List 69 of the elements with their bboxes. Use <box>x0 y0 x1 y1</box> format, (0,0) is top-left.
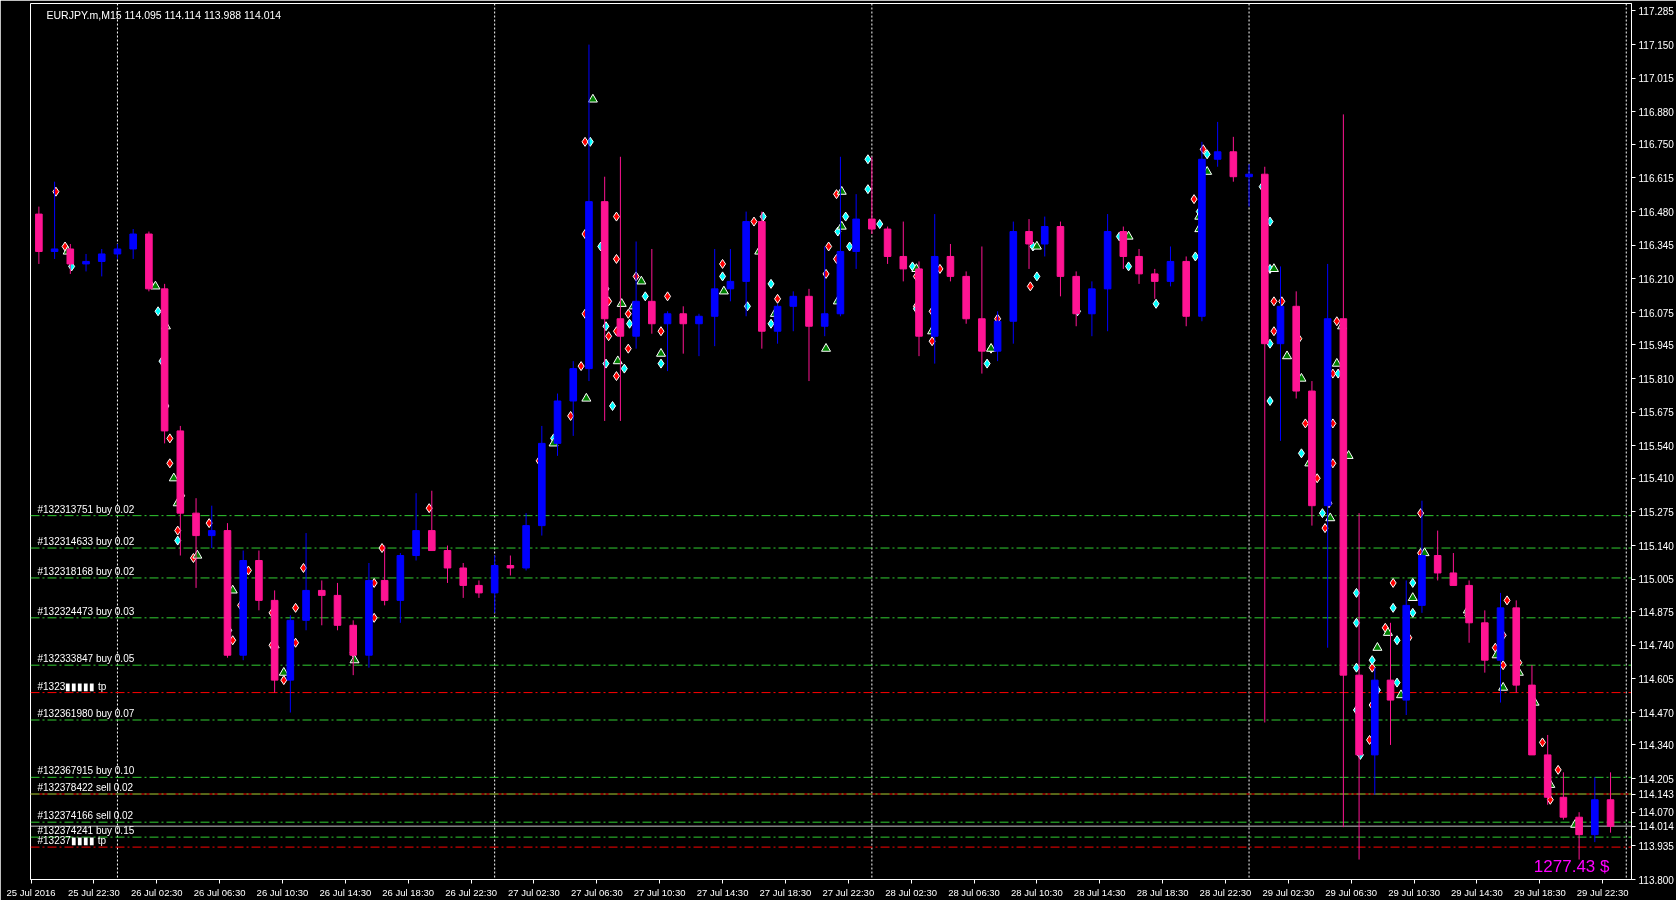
x-tick-label: 27 Jul 10:30 <box>633 886 686 898</box>
y-tick-label: 116.075 <box>1638 307 1675 319</box>
ref-line-label: #132314633 buy 0.02 <box>37 536 135 548</box>
x-tick-label: 28 Jul 22:30 <box>1199 886 1252 898</box>
annotation: 1277.43 $ <box>1533 856 1611 876</box>
x-tick-label: 29 Jul 02:30 <box>1262 886 1315 898</box>
ref-line-label: 114.014 <box>1638 821 1675 833</box>
y-tick-label: 116.615 <box>1638 172 1675 184</box>
x-tick-label: 25 Jul 2016 <box>6 886 56 898</box>
x-tick-label: 28 Jul 02:30 <box>885 886 938 898</box>
ref-line-label: #132361980 buy 0.07 <box>37 708 135 719</box>
y-tick-label: 115.275 <box>1638 506 1675 518</box>
y-tick-label: 116.750 <box>1638 139 1675 151</box>
x-tick-label: 29 Jul 22:30 <box>1576 886 1629 898</box>
ref-line-label: #132378422 sell 0.02 <box>37 782 134 794</box>
y-tick-label: 116.210 <box>1638 273 1675 285</box>
ref-line-label: #132333847 buy 0.05 <box>37 653 135 665</box>
x-tick-label: 28 Jul 06:30 <box>948 886 1000 898</box>
x-tick-label: 29 Jul 14:30 <box>1451 886 1503 898</box>
x-tick-label: 26 Jul 18:30 <box>382 886 435 898</box>
y-tick-label: 117.285 <box>1638 5 1675 17</box>
x-tick-label: 28 Jul 18:30 <box>1136 886 1189 898</box>
y-tick-label: 115.810 <box>1638 373 1675 385</box>
y-tick-label: 116.880 <box>1638 106 1675 118</box>
y-tick-label: 114.070 <box>1638 807 1675 819</box>
ref-line-label: #132374166 sell 0.02 <box>37 810 134 822</box>
ref-line-label: 114.143 <box>1638 789 1675 801</box>
y-tick-label: 116.345 <box>1638 240 1675 252</box>
ref-line-label: #13237▮▮▮▮ tp <box>37 835 107 847</box>
y-tick-label: 114.205 <box>1638 773 1675 785</box>
text: EURJPY.m,M15 114.095 114.114 113.988 114.014 <box>46 8 282 21</box>
ref-line-label: #132313751 buy 0.02 <box>37 503 135 515</box>
y-tick-label: 114.340 <box>1638 739 1675 751</box>
x-tick-label: 25 Jul 22:30 <box>68 886 120 898</box>
x-tick-label: 28 Jul 14:30 <box>1073 886 1126 898</box>
x-tick-label: 26 Jul 06:30 <box>193 886 246 898</box>
y-tick-label: 115.140 <box>1638 540 1675 552</box>
ref-line-label: #132367915 buy 0.10 <box>37 765 135 777</box>
x-tick-label: 28 Jul 10:30 <box>1011 886 1063 898</box>
ref-line-label: #132324473 buy 0.03 <box>37 605 135 617</box>
y-tick-label: 116.480 <box>1638 206 1675 218</box>
x-tick-label: 26 Jul 02:30 <box>130 886 183 898</box>
y-tick-label: 115.675 <box>1638 407 1675 419</box>
x-tick-label: 29 Jul 06:30 <box>1325 886 1378 898</box>
ref-line-label: #132374241 buy 0.15 <box>37 825 135 837</box>
ref-line-label: #132318168 buy 0.02 <box>37 565 135 577</box>
x-tick-label: 27 Jul 18:30 <box>759 886 812 898</box>
y-tick-label: 117.150 <box>1638 39 1675 51</box>
y-tick-label: 113.800 <box>1638 874 1675 886</box>
y-tick-label: 115.005 <box>1638 574 1675 586</box>
x-tick-label: 26 Jul 14:30 <box>319 886 372 898</box>
x-tick-label: 29 Jul 18:30 <box>1513 886 1566 898</box>
y-tick-label: 115.540 <box>1638 440 1675 452</box>
y-tick-label: 114.740 <box>1638 640 1675 652</box>
y-tick-label: 117.015 <box>1638 73 1675 85</box>
y-tick-label: 113.935 <box>1638 840 1675 852</box>
x-tick-label: 27 Jul 22:30 <box>822 886 875 898</box>
y-tick-label: 114.470 <box>1638 707 1675 719</box>
y-tick-label: 115.410 <box>1638 473 1675 485</box>
y-tick-label: 115.945 <box>1638 339 1675 351</box>
x-tick-label: 29 Jul 10:30 <box>1388 886 1440 898</box>
y-tick-label: 114.605 <box>1638 673 1675 685</box>
ref-line-label: #1323▮▮▮▮▮ tp <box>37 680 107 692</box>
x-tick-label: 27 Jul 02:30 <box>508 886 560 898</box>
x-tick-label: 27 Jul 14:30 <box>696 886 749 898</box>
y-tick-label: 114.875 <box>1638 606 1675 618</box>
x-tick-label: 26 Jul 22:30 <box>445 886 497 898</box>
x-tick-label: 27 Jul 06:30 <box>570 886 623 898</box>
x-tick-label: 26 Jul 10:30 <box>256 886 309 898</box>
